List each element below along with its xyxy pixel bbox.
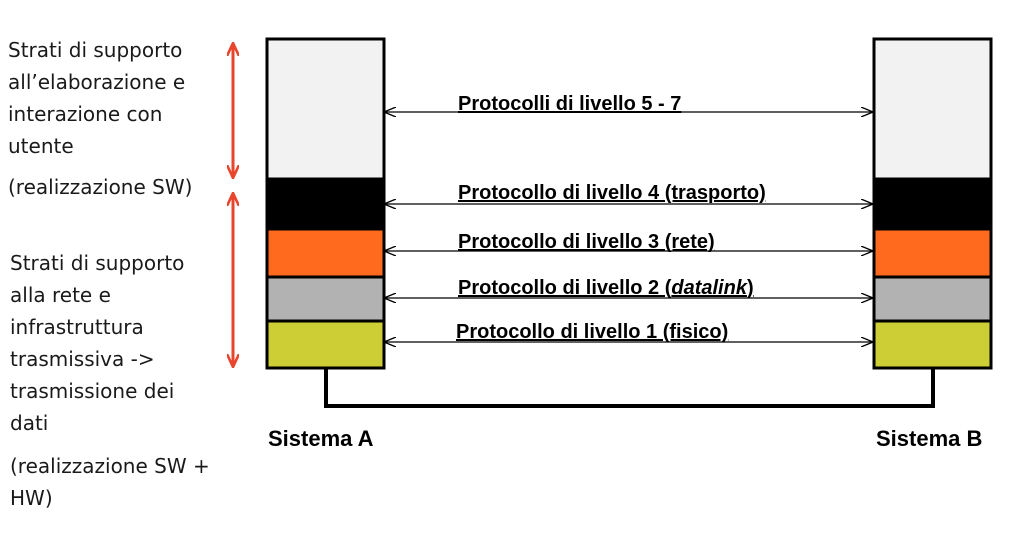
protocol-label-layer-2-term: datalink xyxy=(671,277,747,299)
protocol-label-layer-2: Protocollo di livello 2 (datalink) xyxy=(458,277,754,299)
stack-a-layer-2 xyxy=(265,275,386,323)
protocol-label-layer-5-7: Protocolli di livello 5 - 7 xyxy=(458,93,681,115)
physical-link-line xyxy=(324,368,935,408)
protocol-label-layer-3: Protocollo di livello 3 (rete) xyxy=(458,231,715,253)
protocol-label-layer-4: Protocollo di livello 4 (trasporto) xyxy=(458,182,766,204)
stack-b-layer-4 xyxy=(872,177,993,231)
upper-layers-description: Strati di supporto all’elaborazione e in… xyxy=(8,38,186,158)
protocol-label-layer-2-prefix: Protocollo di livello 2 ( xyxy=(458,277,672,299)
stack-b-layer-1 xyxy=(872,319,993,370)
stack-b-layer-5-7 xyxy=(872,37,993,181)
stack-b-layer-2 xyxy=(872,275,993,323)
lower-layers-description: Strati di supporto alla rete e infrastru… xyxy=(10,251,185,435)
lower-layers-note: (realizzazione SW + HW) xyxy=(10,454,210,510)
system-a-label: Sistema A xyxy=(268,426,374,451)
stack-a-layer-1 xyxy=(265,319,386,370)
stack-system-b xyxy=(872,37,993,370)
stack-a-layer-4 xyxy=(265,177,386,231)
protocol-label-layer-1: Protocollo di livello 1 (fisico) xyxy=(456,321,728,343)
stack-a-layer-5-7 xyxy=(265,37,386,181)
stack-a-layer-3 xyxy=(265,227,386,279)
stack-b-layer-3 xyxy=(872,227,993,279)
upper-layers-note: (realizzazione SW) xyxy=(8,175,193,199)
protocol-label-layer-2-suffix: ) xyxy=(747,277,754,299)
system-b-label: Sistema B xyxy=(876,426,982,451)
stack-system-a xyxy=(265,37,386,370)
